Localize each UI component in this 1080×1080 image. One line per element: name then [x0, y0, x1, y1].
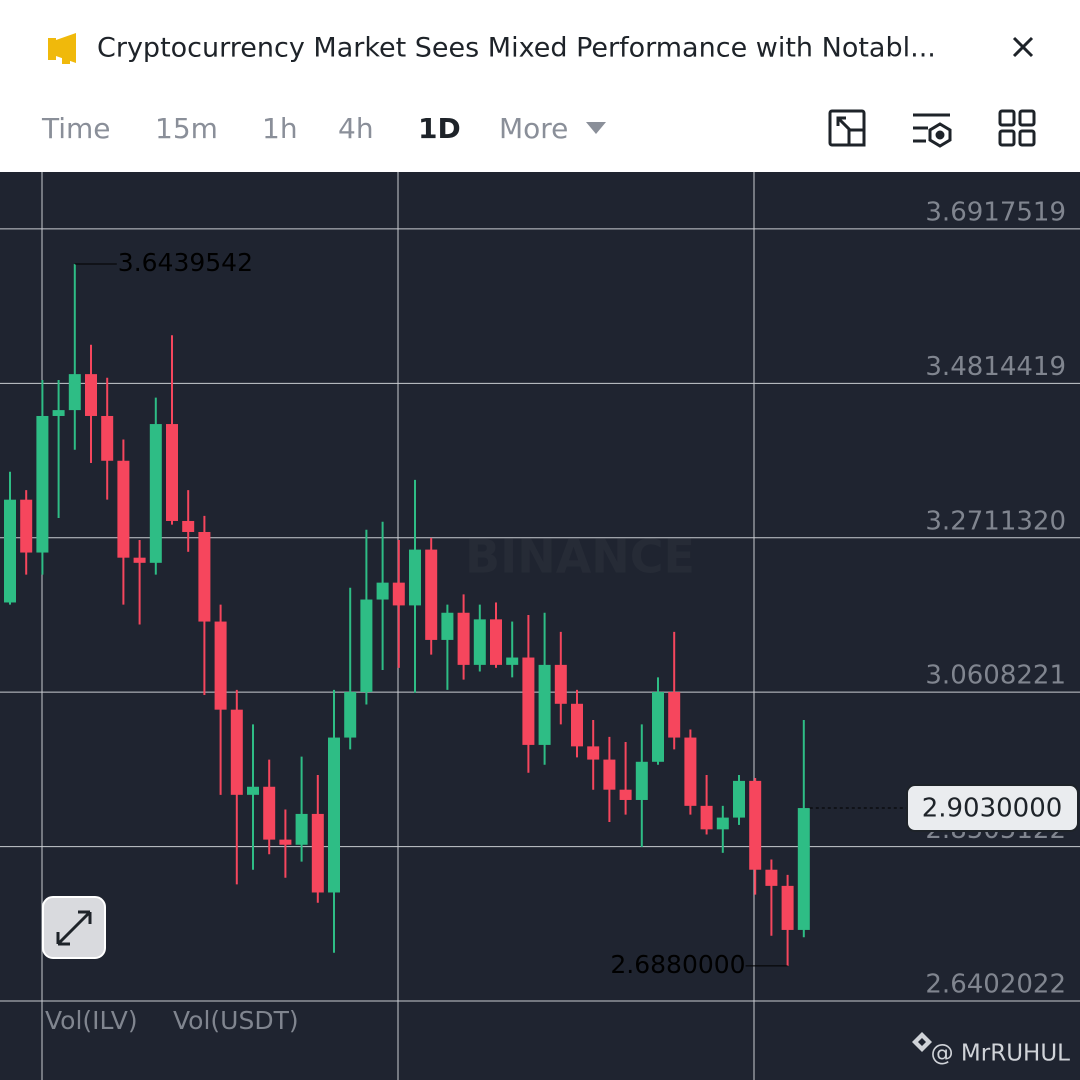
- candle-body: [295, 813, 308, 845]
- candle-body: [652, 692, 664, 762]
- candle-body: [684, 737, 697, 806]
- candle-body: [247, 786, 259, 795]
- tab[interactable]: 1h: [262, 112, 298, 145]
- chart-bg: [0, 172, 1080, 1080]
- candle-body: [765, 869, 778, 886]
- candle-body: [668, 692, 681, 738]
- candle-body: [716, 817, 729, 830]
- candle-body: [68, 374, 81, 411]
- price-label: 2.9030000: [922, 794, 1063, 824]
- candle-body: [733, 780, 745, 818]
- candle-body: [587, 746, 600, 760]
- icon-layout[interactable]: [998, 109, 1036, 147]
- candle-body: [603, 759, 616, 790]
- candle-body: [166, 424, 178, 521]
- binance-logo: [912, 1032, 932, 1052]
- candle-body: [538, 664, 551, 745]
- candle-body: [133, 557, 146, 563]
- candle-body: [506, 657, 519, 665]
- candle-body: [85, 374, 97, 416]
- candle-body: [117, 460, 130, 558]
- header-bg: [0, 0, 1080, 172]
- tab[interactable]: Time: [41, 112, 111, 145]
- candle-body: [311, 813, 324, 893]
- candle-body: [328, 737, 340, 893]
- header-icon: [48, 33, 76, 64]
- candle-body: [392, 582, 405, 606]
- candle-body: [4, 499, 16, 603]
- candle-body: [182, 520, 195, 532]
- candle-body: [749, 780, 762, 870]
- candle-body: [635, 761, 648, 800]
- candle-body: [344, 692, 357, 738]
- tab[interactable]: More: [499, 112, 568, 145]
- candle-body: [376, 582, 389, 600]
- tab[interactable]: 4h: [338, 112, 374, 145]
- candle-body: [279, 839, 292, 845]
- candle-body: [571, 703, 583, 747]
- candle-body: [20, 499, 33, 553]
- candle-body: [263, 786, 276, 840]
- annotation-label: 2.6880000: [610, 950, 745, 979]
- tab[interactable]: 15m: [155, 112, 218, 145]
- candle-body: [554, 664, 567, 704]
- candle-body: [36, 415, 49, 553]
- watermark: BINANCE: [465, 530, 695, 584]
- y-tick-label: 3.6917519: [925, 197, 1066, 227]
- candle-body: [360, 599, 373, 693]
- candle-body: [619, 789, 632, 800]
- candle-body: [781, 885, 794, 930]
- y-tick-label: 3.2711320: [925, 506, 1066, 536]
- candle-body: [198, 531, 211, 622]
- candle-body: [457, 612, 470, 665]
- candle-body: [230, 709, 243, 795]
- more-caret[interactable]: [586, 122, 606, 134]
- candle-body: [797, 808, 810, 930]
- candle-body: [409, 549, 421, 606]
- indicator-label: Vol(USDT): [173, 1006, 299, 1035]
- price-box: [906, 784, 1079, 833]
- candle-body: [700, 805, 713, 830]
- candle-body: [214, 621, 227, 710]
- close-button[interactable]: [1012, 36, 1034, 58]
- candle-body: [441, 612, 454, 640]
- tab[interactable]: 1D: [418, 112, 461, 145]
- y-tick-label: 2.6402022: [925, 970, 1066, 1000]
- candle-body: [425, 549, 438, 640]
- candle-body: [101, 415, 114, 461]
- candle-body: [52, 410, 65, 416]
- icon-fullscreen[interactable]: [828, 109, 866, 147]
- indicator-label: Vol(ILV): [45, 1006, 138, 1035]
- candle-body: [473, 619, 486, 665]
- candle-body: [149, 424, 162, 563]
- header-title: Cryptocurrency Market Sees Mixed Perform…: [97, 33, 936, 64]
- icon-settings[interactable]: [913, 113, 952, 148]
- credit: @ MrRUHUL: [931, 1041, 1071, 1067]
- expand-button[interactable]: [42, 896, 106, 959]
- annotation-label: 3.6439542: [118, 248, 253, 277]
- candle-body: [490, 619, 502, 665]
- candle-body: [522, 657, 535, 745]
- y-tick-label: 3.4814419: [925, 352, 1066, 382]
- y-tick-label: 3.0608221: [925, 661, 1066, 691]
